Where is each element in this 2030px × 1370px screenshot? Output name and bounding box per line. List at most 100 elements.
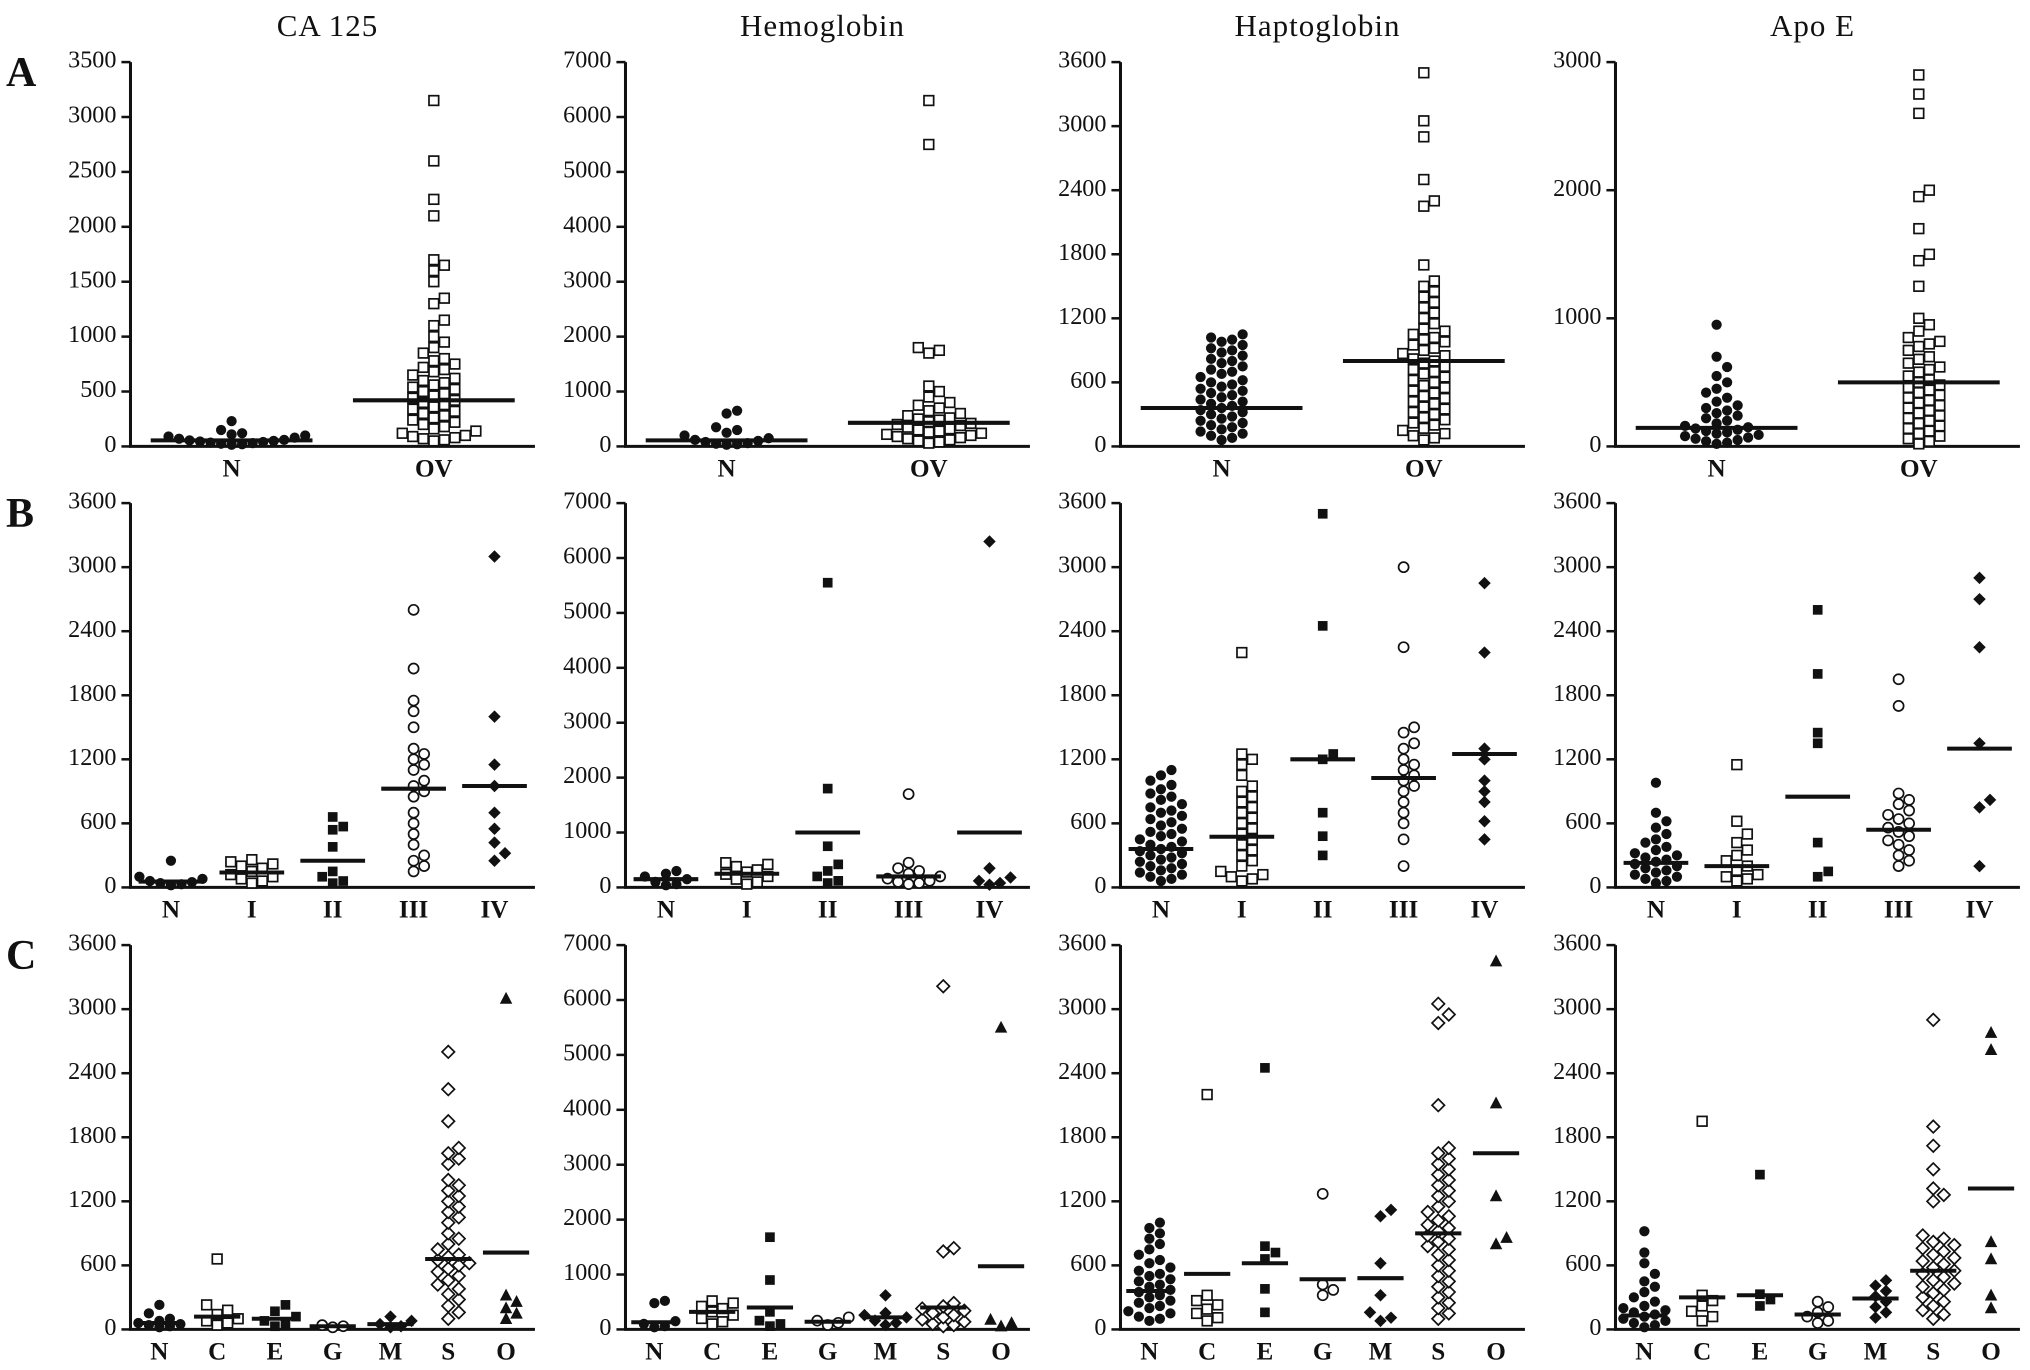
svg-text:0: 0: [599, 1314, 611, 1341]
svg-text:IV: IV: [481, 897, 509, 924]
chart-c-hemoglobin: 0 1000 2000 3000 4000 5000 6000 7000 N C E G M S O: [545, 929, 1040, 1370]
svg-text:6000: 6000: [563, 102, 611, 129]
svg-text:3000: 3000: [1553, 47, 1601, 74]
svg-text:1200: 1200: [1553, 1186, 1601, 1213]
svg-text:2000: 2000: [68, 211, 116, 238]
svg-text:O: O: [496, 1338, 516, 1365]
svg-text:M: M: [1864, 1338, 1888, 1365]
svg-text:0: 0: [599, 872, 611, 899]
svg-text:III: III: [399, 897, 428, 924]
svg-text:C: C: [208, 1338, 226, 1365]
svg-text:600: 600: [1070, 808, 1106, 835]
svg-text:3600: 3600: [1553, 929, 1601, 956]
svg-text:N: N: [223, 456, 241, 483]
svg-text:600: 600: [1565, 808, 1601, 835]
svg-text:7000: 7000: [563, 929, 611, 956]
svg-text:4000: 4000: [563, 211, 611, 238]
svg-text:G: G: [1808, 1338, 1828, 1365]
svg-text:C: C: [1198, 1338, 1216, 1365]
svg-text:3500: 3500: [68, 47, 116, 74]
svg-text:2400: 2400: [1058, 175, 1106, 202]
svg-text:600: 600: [1070, 1250, 1106, 1277]
svg-text:2400: 2400: [68, 616, 116, 643]
svg-text:N: N: [718, 456, 736, 483]
svg-text:3600: 3600: [1553, 488, 1601, 515]
svg-text:M: M: [1369, 1338, 1393, 1365]
svg-text:0: 0: [1094, 872, 1106, 899]
svg-text:I: I: [247, 897, 257, 924]
svg-text:S: S: [1926, 1338, 1940, 1365]
svg-text:E: E: [267, 1338, 284, 1365]
svg-text:3000: 3000: [1553, 993, 1601, 1020]
svg-text:1800: 1800: [1058, 1121, 1106, 1148]
svg-text:N: N: [150, 1338, 168, 1365]
svg-text:II: II: [818, 897, 838, 924]
svg-text:1000: 1000: [1553, 303, 1601, 330]
svg-text:5000: 5000: [563, 598, 611, 625]
svg-text:2000: 2000: [1553, 175, 1601, 202]
svg-text:0: 0: [104, 431, 116, 458]
svg-text:N: N: [645, 1338, 663, 1365]
svg-text:1000: 1000: [68, 321, 116, 348]
svg-text:0: 0: [1589, 431, 1601, 458]
svg-text:N: N: [1140, 1338, 1158, 1365]
svg-text:1200: 1200: [68, 1186, 116, 1213]
svg-text:E: E: [762, 1338, 779, 1365]
chart-b-apoe: 0 600 1200 1800 2400 3000 3600 N I II III IV: [1535, 487, 2030, 928]
svg-text:3600: 3600: [68, 488, 116, 515]
svg-text:S: S: [441, 1338, 455, 1365]
svg-text:600: 600: [1565, 1250, 1601, 1277]
svg-text:G: G: [1313, 1338, 1333, 1365]
svg-text:C: C: [703, 1338, 721, 1365]
svg-text:1000: 1000: [563, 817, 611, 844]
svg-text:1500: 1500: [68, 266, 116, 293]
svg-text:1800: 1800: [1553, 1121, 1601, 1148]
svg-text:7000: 7000: [563, 488, 611, 515]
svg-text:0: 0: [1094, 1314, 1106, 1341]
svg-text:3600: 3600: [1058, 47, 1106, 74]
row-label-b: B: [6, 491, 35, 538]
svg-text:2000: 2000: [563, 321, 611, 348]
chart-c-apoe: 0 600 1200 1800 2400 3000 3600 N C E G M S O: [1535, 929, 2030, 1370]
svg-text:M: M: [874, 1338, 898, 1365]
svg-text:2400: 2400: [1553, 1057, 1601, 1084]
svg-text:OV: OV: [910, 456, 948, 483]
svg-text:3000: 3000: [1058, 993, 1106, 1020]
svg-text:O: O: [991, 1338, 1011, 1365]
svg-text:0: 0: [1589, 1314, 1601, 1341]
svg-text:III: III: [894, 897, 923, 924]
svg-text:3000: 3000: [1058, 111, 1106, 138]
svg-text:N: N: [1708, 456, 1726, 483]
svg-text:4000: 4000: [563, 653, 611, 680]
svg-text:2400: 2400: [1058, 616, 1106, 643]
row-label-c: C: [6, 932, 37, 979]
chart-b-haptoglobin: 0 600 1200 1800 2400 3000 3600 N I II III IV: [1040, 487, 1535, 928]
svg-text:N: N: [1213, 456, 1231, 483]
svg-text:IV: IV: [976, 897, 1004, 924]
svg-text:500: 500: [80, 376, 116, 403]
svg-text:II: II: [323, 897, 343, 924]
svg-text:N: N: [1647, 897, 1665, 924]
svg-text:1800: 1800: [1058, 680, 1106, 707]
svg-text:7000: 7000: [563, 47, 611, 74]
svg-text:600: 600: [80, 1250, 116, 1277]
chart-c-ca125: 0 600 1200 1800 2400 3000 3600 N C E G M S O: [50, 929, 545, 1370]
svg-text:2400: 2400: [68, 1057, 116, 1084]
svg-text:N: N: [657, 897, 675, 924]
svg-text:I: I: [1732, 897, 1742, 924]
chart-c-haptoglobin: 0 600 1200 1800 2400 3000 3600 N C E G M S O: [1040, 929, 1535, 1370]
row-label-a: A: [6, 50, 37, 96]
svg-text:OV: OV: [1405, 456, 1443, 483]
chart-b-hemoglobin: 0 1000 2000 3000 4000 5000 6000 7000 N I II III IV: [545, 487, 1040, 928]
svg-text:5000: 5000: [563, 1039, 611, 1066]
svg-text:3000: 3000: [563, 708, 611, 735]
svg-text:3000: 3000: [68, 102, 116, 129]
svg-text:M: M: [379, 1338, 403, 1365]
svg-text:4000: 4000: [563, 1094, 611, 1121]
svg-text:0: 0: [1589, 872, 1601, 899]
svg-text:E: E: [1257, 1338, 1274, 1365]
svg-text:2000: 2000: [563, 1204, 611, 1231]
svg-text:3600: 3600: [1058, 488, 1106, 515]
svg-text:OV: OV: [415, 456, 453, 483]
svg-text:N: N: [1635, 1338, 1653, 1365]
